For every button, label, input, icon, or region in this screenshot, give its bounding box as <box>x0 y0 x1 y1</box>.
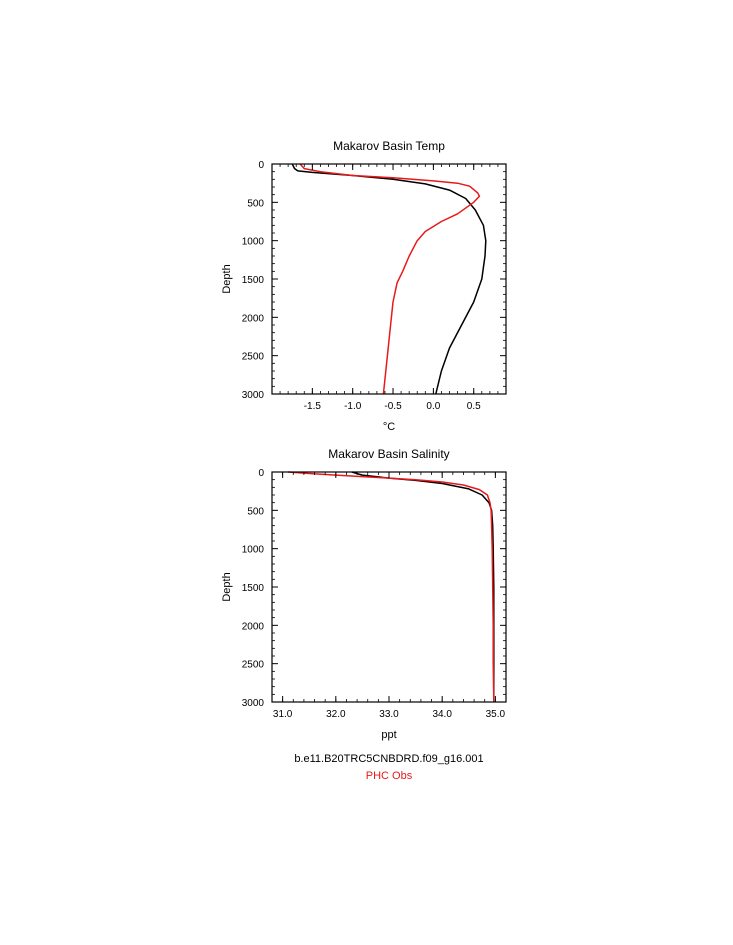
temp-y-tick-label: 1500 <box>242 275 265 286</box>
temp-model-line <box>291 163 487 395</box>
temp-x-tick-label: 0.0 <box>426 401 440 412</box>
temp-y-tick-label: 500 <box>247 198 264 209</box>
temp-y-tick-label: 2000 <box>242 313 265 324</box>
temp-x-tick-label: 0.5 <box>467 401 481 412</box>
salinity-x-tick-label: 31.0 <box>273 709 293 720</box>
temp-y-ticks: 0 500 1000 1500 2000 2500 3000 <box>242 160 506 401</box>
salinity-plot-frame <box>271 471 507 703</box>
salinity-x-ticks: 31.0 32.0 33.0 34.0 35.0 <box>271 472 506 720</box>
temp-x-tick-label: -1.0 <box>344 401 362 412</box>
salinity-y-tick-label: 2500 <box>242 660 265 671</box>
salinity-y-tick-label: 1000 <box>242 545 265 556</box>
salinity-y-tick-label: 2000 <box>242 621 265 632</box>
temp-y-tick-label: 3000 <box>242 390 265 401</box>
temp-plot-area <box>291 163 487 395</box>
salinity-y-tick-label: 3000 <box>242 698 265 709</box>
legend-model-label: b.e11.B20TRC5CNBDRD.f09_g16.001 <box>294 753 483 765</box>
temp-y-tick-label: 1000 <box>242 237 265 248</box>
salinity-model-line <box>351 471 495 702</box>
legend: b.e11.B20TRC5CNBDRD.f09_g16.001 PHC Obs <box>294 753 483 782</box>
temp-chart-title: Makarov Basin Temp <box>333 139 445 153</box>
salinity-obs-line <box>287 471 495 703</box>
temp-y-tick-label: 0 <box>258 160 264 171</box>
salinity-y-tick-label: 1500 <box>242 583 265 594</box>
salinity-chart-title: Makarov Basin Salinity <box>328 447 449 461</box>
temp-x-tick-label: -0.5 <box>384 401 402 412</box>
salinity-x-tick-label: 32.0 <box>326 709 346 720</box>
temp-plot-frame <box>271 163 507 395</box>
salinity-x-tick-label: 35.0 <box>486 709 506 720</box>
salinity-x-tick-label: 34.0 <box>432 709 452 720</box>
legend-obs-label: PHC Obs <box>366 770 413 782</box>
temp-chart: Makarov Basin Temp 0 500 1000 1500 2000 2500 3… <box>221 139 507 433</box>
salinity-y-tick-label: 500 <box>247 506 264 517</box>
temp-x-tick-label: -1.5 <box>304 401 322 412</box>
salinity-x-tick-label: 33.0 <box>379 709 399 720</box>
temp-x-axis-label: °C <box>383 421 395 433</box>
temp-obs-line <box>299 163 481 395</box>
temp-x-ticks: -1.5 -1.0 -0.5 0.0 0.5 <box>271 164 499 412</box>
salinity-y-axis-label: Depth <box>221 572 233 601</box>
salinity-y-ticks: 0 500 1000 1500 2000 2500 3000 <box>242 468 506 709</box>
salinity-y-tick-label: 0 <box>258 468 264 479</box>
temp-y-tick-label: 2500 <box>242 352 265 363</box>
salinity-chart: Makarov Basin Salinity 0 500 1000 1500 2000 2… <box>221 447 507 741</box>
temp-y-axis-label: Depth <box>221 264 233 293</box>
salinity-plot-area <box>287 471 495 703</box>
salinity-x-axis-label: ppt <box>381 729 396 741</box>
